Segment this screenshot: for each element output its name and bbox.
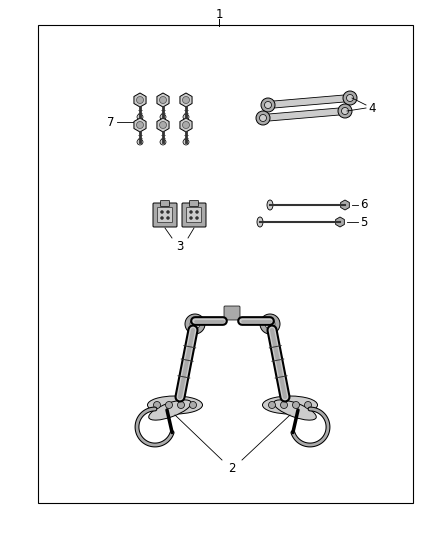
Circle shape (137, 96, 144, 103)
Circle shape (183, 114, 189, 120)
Circle shape (159, 96, 166, 103)
Circle shape (183, 139, 189, 145)
Text: 5: 5 (360, 215, 367, 229)
FancyBboxPatch shape (190, 200, 198, 206)
Ellipse shape (262, 396, 318, 414)
Text: 2: 2 (228, 462, 236, 475)
FancyBboxPatch shape (153, 203, 177, 227)
Text: 7: 7 (107, 116, 115, 128)
Circle shape (166, 211, 170, 214)
Ellipse shape (267, 200, 273, 210)
Ellipse shape (148, 396, 202, 414)
Circle shape (185, 314, 205, 334)
Circle shape (177, 401, 184, 408)
Circle shape (195, 216, 198, 220)
Circle shape (183, 122, 190, 128)
Circle shape (190, 401, 197, 408)
Circle shape (293, 401, 300, 408)
FancyBboxPatch shape (158, 207, 173, 222)
Polygon shape (180, 93, 192, 107)
Circle shape (195, 211, 198, 214)
Bar (38, 25, 413, 503)
Circle shape (190, 216, 192, 220)
Circle shape (343, 91, 357, 105)
Circle shape (338, 104, 352, 118)
Circle shape (261, 98, 275, 112)
Ellipse shape (274, 400, 316, 420)
Circle shape (265, 101, 272, 109)
Polygon shape (134, 93, 146, 107)
Circle shape (346, 94, 353, 101)
Circle shape (256, 111, 270, 125)
FancyBboxPatch shape (224, 306, 240, 320)
Ellipse shape (257, 217, 263, 227)
Text: 1: 1 (215, 9, 223, 21)
Circle shape (268, 401, 276, 408)
Polygon shape (336, 217, 344, 227)
Circle shape (265, 319, 275, 329)
Circle shape (160, 211, 163, 214)
FancyBboxPatch shape (160, 200, 170, 206)
Circle shape (160, 139, 166, 145)
Polygon shape (157, 93, 169, 107)
Polygon shape (341, 200, 350, 210)
Circle shape (304, 401, 311, 408)
Circle shape (260, 314, 280, 334)
Circle shape (160, 216, 163, 220)
Polygon shape (268, 94, 350, 109)
FancyBboxPatch shape (187, 207, 201, 222)
Circle shape (183, 96, 190, 103)
Circle shape (166, 401, 173, 408)
Polygon shape (134, 118, 146, 132)
Text: 6: 6 (360, 198, 367, 212)
Circle shape (160, 114, 166, 120)
Circle shape (342, 108, 349, 115)
Circle shape (166, 216, 170, 220)
Circle shape (153, 401, 160, 408)
Circle shape (280, 401, 287, 408)
Circle shape (190, 319, 200, 329)
Polygon shape (263, 108, 345, 122)
Ellipse shape (149, 400, 191, 420)
Circle shape (137, 139, 143, 145)
Circle shape (190, 211, 192, 214)
FancyBboxPatch shape (182, 203, 206, 227)
Polygon shape (180, 118, 192, 132)
Text: 3: 3 (177, 240, 184, 253)
Circle shape (259, 115, 266, 122)
Circle shape (137, 114, 143, 120)
Circle shape (159, 122, 166, 128)
Polygon shape (157, 118, 169, 132)
Circle shape (137, 122, 144, 128)
Text: 4: 4 (368, 101, 375, 115)
